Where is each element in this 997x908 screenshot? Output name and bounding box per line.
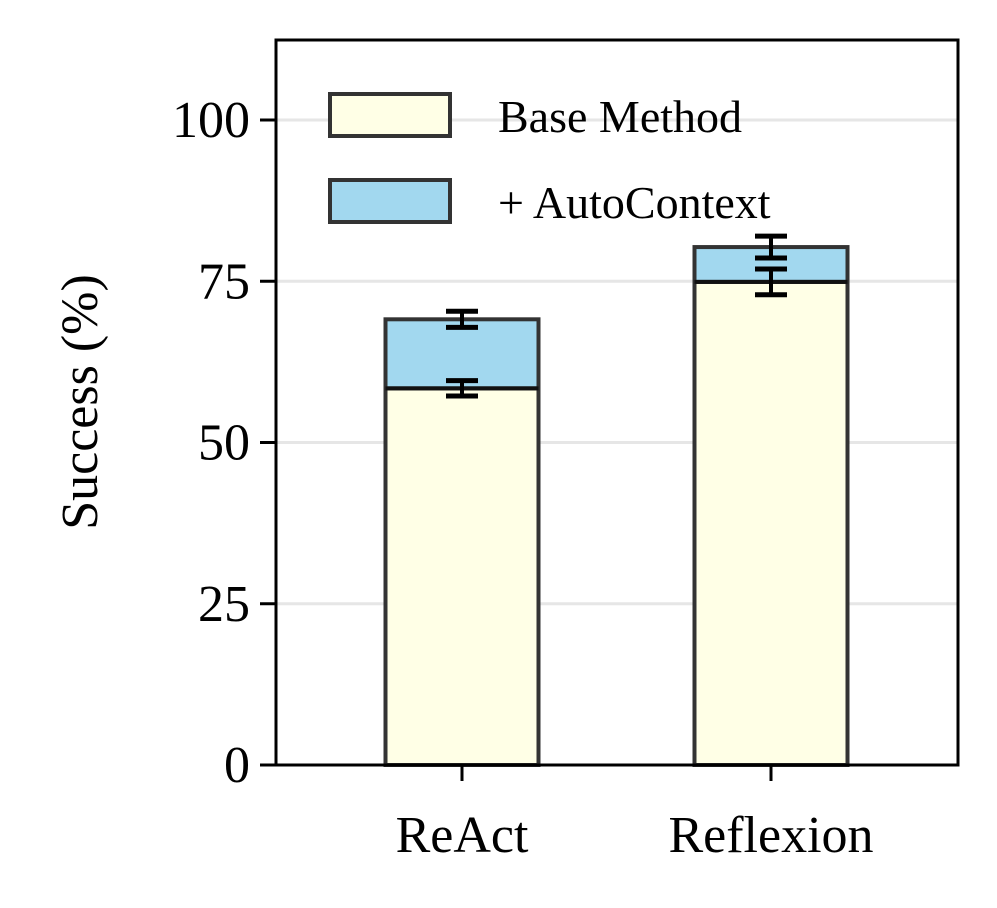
plot-frame <box>274 38 960 767</box>
legend-label: + AutoContext <box>498 177 771 228</box>
legend-swatch <box>328 92 452 138</box>
x-tick-label: ReAct <box>396 807 529 864</box>
bar-base-method <box>383 386 541 767</box>
legend-label: Base Method <box>498 91 742 142</box>
bar-autocontext <box>383 317 541 391</box>
y-tick-label: 0 <box>224 737 250 794</box>
y-tick-label: 25 <box>198 576 250 633</box>
bar-base-method <box>692 279 850 767</box>
y-tick-label: 75 <box>198 253 250 310</box>
y-tick-label: 100 <box>172 92 250 149</box>
x-tick-label: Reflexion <box>668 807 873 864</box>
y-tick-label: 50 <box>198 415 250 472</box>
legend-swatch <box>328 178 452 224</box>
y-axis-label: Success (%) <box>52 274 109 530</box>
